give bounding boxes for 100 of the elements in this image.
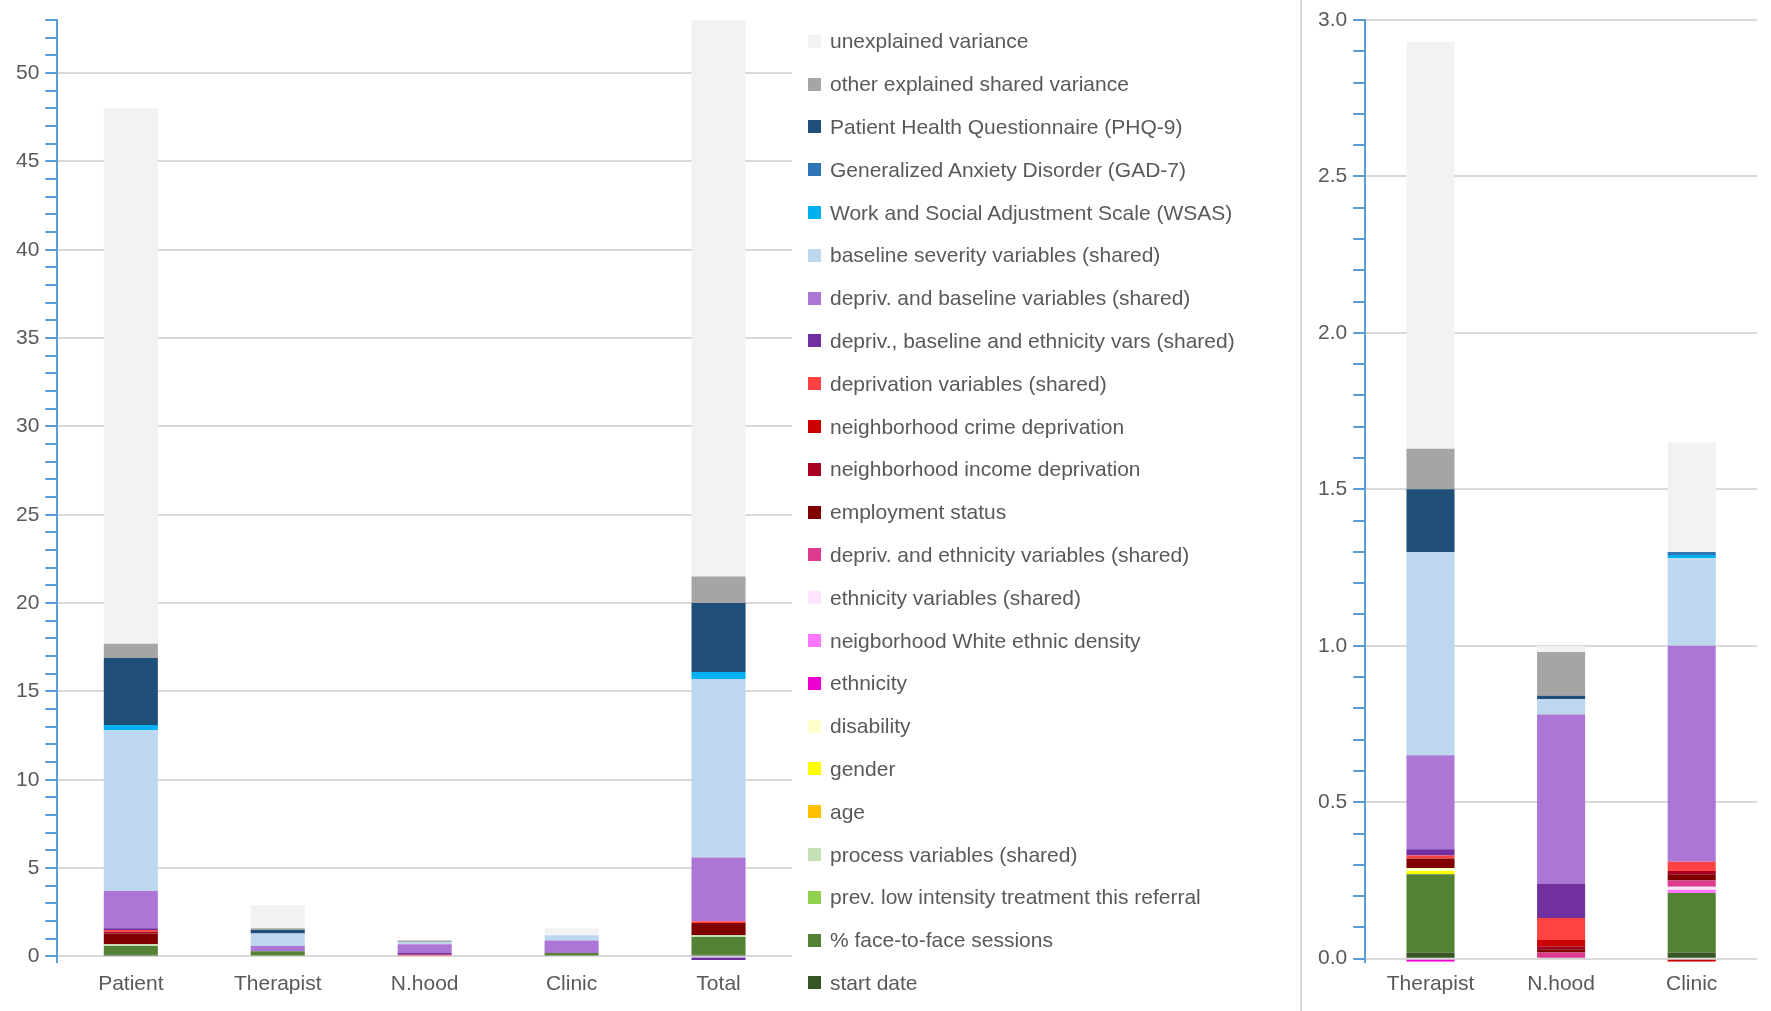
bar	[1406, 448, 1455, 490]
bar	[1406, 489, 1455, 552]
y-tick-label: 10	[16, 766, 40, 790]
x-tick-label: Therapist	[1386, 971, 1475, 995]
bar	[1406, 952, 1455, 958]
legend-label: neighborhood income deprivation	[830, 457, 1141, 482]
bar	[250, 945, 305, 952]
legend-label: depriv. and ethnicity variables (shared)	[830, 542, 1190, 567]
legend-label: unexplained variance	[830, 29, 1029, 54]
bar	[1667, 952, 1716, 958]
y-tick-label: 30	[16, 413, 40, 437]
legend-label: depriv. and baseline variables (shared)	[830, 286, 1191, 311]
legend-label: depriv., baseline and ethnicity vars (shared)	[830, 328, 1235, 353]
bar	[1406, 871, 1455, 875]
legend-label: gender	[830, 756, 896, 781]
bar	[544, 940, 599, 953]
y-tick-label: 25	[16, 501, 40, 525]
bar	[1667, 442, 1716, 552]
bar	[1537, 645, 1586, 653]
x-tick-label: N.hood	[1527, 971, 1595, 995]
bar	[691, 679, 746, 858]
y-tick-label: 2.5	[1317, 163, 1348, 187]
bar	[1667, 558, 1716, 646]
bar	[544, 928, 599, 936]
legend-label: process variables (shared)	[830, 842, 1078, 867]
x-tick-label: Therapist	[233, 971, 322, 995]
bar	[691, 20, 746, 577]
bar	[1537, 698, 1586, 715]
x-tick-label: N.hood	[390, 971, 459, 995]
y-tick-label: 50	[16, 59, 40, 83]
bar	[103, 643, 158, 658]
legend-label: Work and Social Adjustment Scale (WSAS)	[830, 200, 1233, 225]
bar	[103, 945, 158, 955]
legend-label: age	[830, 799, 866, 824]
bar	[1667, 555, 1716, 559]
y-tick-label: 1.0	[1317, 632, 1348, 656]
y-tick-label: 1.5	[1317, 476, 1348, 500]
bar	[1667, 871, 1716, 875]
y-tick-label: 0.5	[1317, 789, 1348, 813]
y-tick-label: 45	[16, 148, 40, 172]
bar	[103, 730, 158, 892]
bar	[103, 108, 158, 644]
bar	[250, 951, 305, 956]
bar	[250, 929, 305, 934]
x-tick-label: Clinic	[1666, 971, 1718, 995]
y-tick-label: 3.0	[1317, 6, 1348, 30]
bar	[1406, 849, 1455, 856]
legend-label: ethnicity variables (shared)	[830, 585, 1081, 610]
bar	[103, 657, 158, 726]
bar	[1406, 551, 1455, 756]
y-tick-label: 0	[27, 943, 40, 967]
bar	[1537, 652, 1586, 696]
legend-label: Generalized Anxiety Disorder (GAD-7)	[830, 157, 1186, 182]
bar	[1667, 551, 1716, 556]
legend-label: disability	[830, 714, 911, 739]
legend-label: start date	[830, 970, 918, 995]
bar	[1537, 939, 1586, 947]
bar	[1406, 867, 1455, 872]
legend-label: Patient Health Questionnaire (PHQ-9)	[830, 114, 1183, 139]
bar	[691, 937, 746, 955]
legend-label: prev. low intensity treatment this referral	[830, 885, 1201, 910]
legend-label: neigborhood White ethnic density	[830, 628, 1141, 653]
bar	[691, 672, 746, 680]
y-tick-label: 5	[27, 854, 40, 878]
bar	[1537, 695, 1586, 699]
bar	[1667, 892, 1716, 953]
y-tick-label: 15	[16, 678, 40, 702]
x-tick-label: Total	[696, 971, 741, 995]
legend-label: baseline severity variables (shared)	[830, 243, 1161, 268]
y-tick-label: 0.0	[1317, 945, 1348, 969]
bar	[691, 957, 746, 961]
y-tick-label: 35	[16, 324, 40, 348]
bar	[1406, 41, 1455, 449]
legend-label: ethnicity	[830, 671, 908, 696]
bar	[250, 905, 305, 929]
y-tick-label: 20	[16, 589, 40, 613]
bar	[1406, 755, 1455, 850]
x-tick-label: Patient	[98, 971, 164, 995]
bar	[1667, 861, 1716, 872]
bar	[1406, 858, 1455, 868]
legend-label: other explained shared variance	[830, 72, 1129, 97]
bar	[691, 603, 746, 673]
bar	[1537, 714, 1586, 884]
bar	[691, 922, 746, 936]
bar	[1406, 874, 1455, 953]
bar	[1537, 883, 1586, 918]
legend-label: deprivation variables (shared)	[830, 371, 1107, 396]
bar	[1667, 880, 1716, 887]
bar	[544, 935, 599, 941]
y-tick-label: 40	[16, 236, 40, 260]
bar	[103, 891, 158, 929]
bar	[1667, 645, 1716, 862]
bar	[103, 725, 158, 731]
bar	[1406, 855, 1455, 859]
bar	[691, 576, 746, 604]
bar	[1537, 952, 1586, 958]
bar	[397, 944, 452, 953]
bar	[103, 933, 158, 945]
bar	[1537, 918, 1586, 940]
legend-label: employment status	[830, 500, 1007, 525]
